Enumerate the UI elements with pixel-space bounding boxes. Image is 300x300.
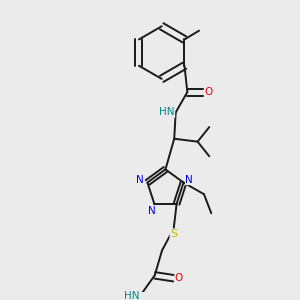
Text: N: N — [136, 175, 144, 184]
Text: HN: HN — [159, 107, 175, 118]
Text: O: O — [175, 273, 183, 283]
Text: O: O — [204, 87, 212, 97]
Text: HN: HN — [124, 291, 139, 300]
Text: N: N — [185, 175, 193, 184]
Text: N: N — [148, 206, 155, 216]
Text: S: S — [170, 229, 177, 239]
